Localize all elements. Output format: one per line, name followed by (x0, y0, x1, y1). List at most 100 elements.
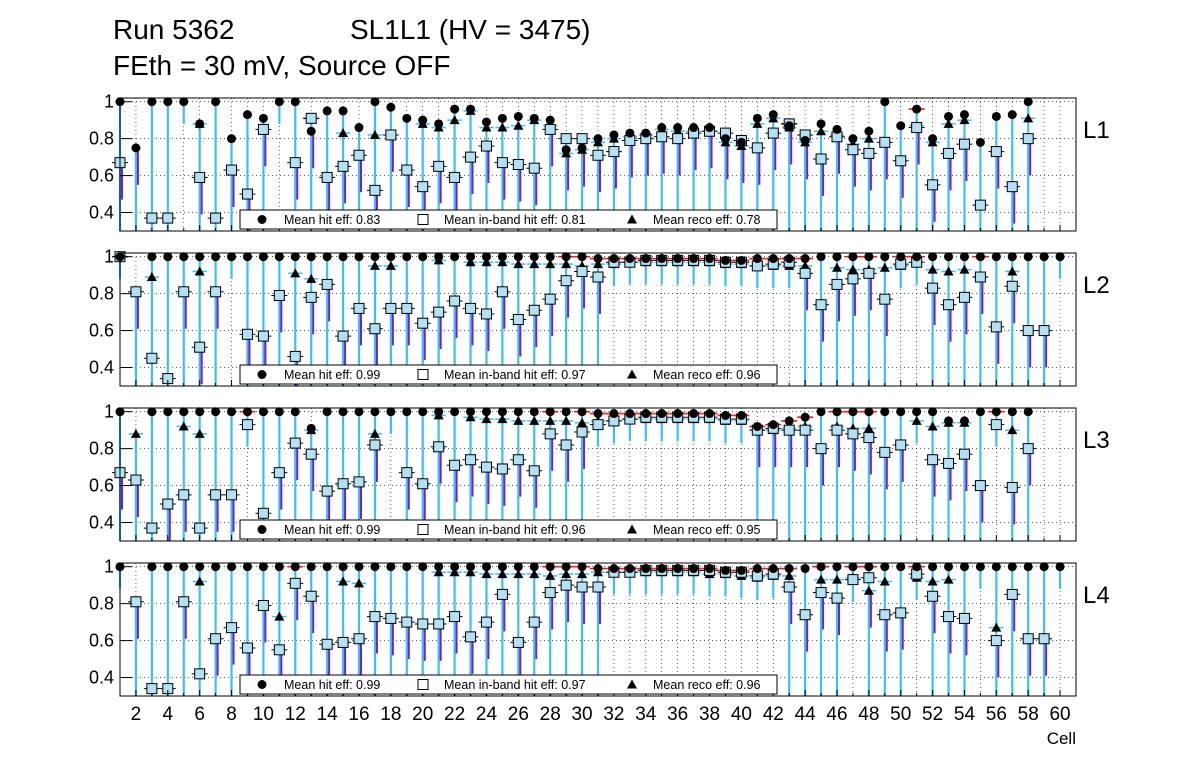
reco-marker (481, 122, 492, 132)
inband-marker (449, 295, 461, 307)
hit-marker (768, 420, 778, 430)
hit-marker (991, 111, 1001, 121)
hit-marker (896, 562, 906, 572)
legend-reco-marker (627, 369, 637, 379)
reco-marker (338, 128, 349, 138)
inband-marker (178, 489, 190, 501)
reco-marker (832, 574, 842, 584)
hit-marker (1055, 562, 1065, 572)
inband-marker (146, 352, 158, 364)
legend-hit-marker (257, 525, 267, 534)
reco-marker (561, 415, 572, 425)
reco-marker (545, 570, 556, 580)
hit-marker (673, 254, 683, 264)
hit-marker (163, 252, 173, 262)
hit-marker (689, 254, 699, 264)
hit-marker (513, 562, 523, 572)
x-tick-label: 12 (285, 704, 306, 725)
reco-marker (927, 576, 938, 586)
hit-marker (832, 407, 842, 417)
inband-marker (337, 330, 349, 342)
hit-marker (227, 134, 237, 144)
reco-marker (545, 259, 556, 269)
x-tick-label: 4 (163, 704, 174, 725)
hit-marker (258, 252, 268, 262)
legend-reco-label: Mean reco eff: 0.96 (653, 678, 761, 692)
reco-marker (194, 428, 205, 438)
hit-marker (832, 252, 842, 262)
hit-marker (991, 252, 1001, 262)
inband-marker (1022, 325, 1034, 337)
hit-marker (768, 564, 778, 574)
inband-marker (353, 149, 365, 161)
x-tick-label: 22 (444, 704, 465, 725)
inband-marker (1022, 133, 1034, 145)
reco-marker (449, 115, 460, 125)
reco-marker (529, 259, 540, 269)
inband-marker (353, 633, 365, 645)
hit-marker (450, 407, 460, 417)
inband-marker (990, 419, 1002, 431)
hit-marker (274, 97, 284, 107)
hit-marker (1055, 252, 1065, 262)
inband-marker (194, 341, 206, 353)
reco-marker (306, 273, 317, 283)
hit-marker (705, 123, 715, 133)
panel-l2: 0.4 0.6 0.8 1 L2 Mean hit eff: 0.99 Mean in-ba… (89, 247, 1110, 387)
inband-marker (369, 323, 381, 335)
hit-marker (848, 134, 858, 144)
inband-marker (337, 160, 349, 172)
panel-label: L1 (1083, 117, 1110, 144)
hit-marker (928, 252, 938, 262)
hit-marker (354, 123, 364, 133)
reco-marker (816, 126, 827, 136)
hit-marker (386, 562, 396, 572)
inband-marker (847, 144, 859, 156)
reco-marker (465, 567, 476, 577)
hit-marker (402, 562, 412, 572)
panel-l3: 0.4 0.6 0.8 1 L3 Mean hit eff: 0.99 Mean in-ba… (89, 402, 1110, 542)
inband-marker (576, 426, 588, 438)
hit-marker (657, 564, 667, 574)
inband-marker (544, 123, 556, 135)
reco-marker (800, 260, 811, 270)
reco-marker (593, 259, 603, 269)
hit-marker (705, 409, 715, 419)
hit-marker (322, 562, 332, 572)
hit-marker (147, 562, 157, 572)
hit-marker (641, 409, 651, 419)
inband-marker (305, 112, 317, 124)
inband-marker (210, 633, 222, 645)
reco-marker (497, 569, 508, 579)
hit-marker (179, 562, 189, 572)
hit-marker (896, 252, 906, 262)
x-tick-label: 50 (890, 704, 911, 725)
inband-marker (465, 302, 477, 314)
inband-marker (879, 293, 891, 305)
inband-marker (130, 596, 142, 608)
y-tick-label: 0.8 (89, 284, 114, 304)
reco-marker (194, 576, 205, 586)
inband-marker (194, 522, 206, 534)
reco-marker (481, 257, 492, 267)
inband-marker (879, 446, 891, 458)
hit-marker (402, 252, 412, 262)
inband-marker (178, 596, 190, 608)
y-tick-label: 0.6 (89, 476, 114, 496)
inband-marker (608, 146, 620, 158)
inband-marker (863, 572, 875, 584)
x-tick-label: 40 (731, 704, 752, 725)
reco-marker (497, 122, 508, 132)
inband-marker (927, 454, 939, 466)
reco-marker (497, 414, 508, 424)
hit-marker (816, 562, 826, 572)
hit-marker (497, 252, 507, 262)
hit-marker (944, 111, 954, 121)
hit-marker (768, 110, 778, 120)
hit-marker (816, 252, 826, 262)
inband-marker (847, 273, 859, 285)
inband-marker (305, 590, 317, 602)
inband-marker (879, 609, 891, 621)
y-tick-label: 0.6 (89, 321, 114, 341)
